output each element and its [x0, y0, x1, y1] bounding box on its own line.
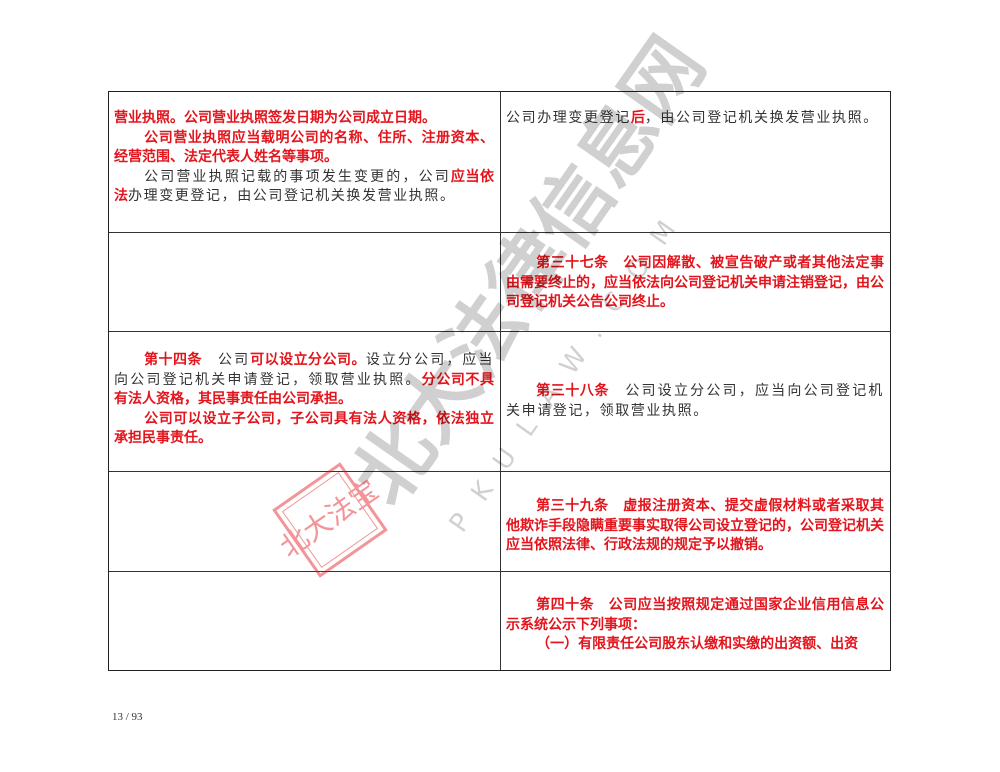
- unchanged-text: 办理变更登记，由公司登记机关换发营业执照。: [128, 188, 456, 204]
- paragraph: 公司可以设立子公司，子公司具有法人资格，依法独立承担民事责任。: [114, 410, 494, 449]
- changed-text: （一）有限责任公司股东认缴和实缴的出资额、出资: [536, 636, 859, 652]
- unchanged-text: 公司办理变更登记: [506, 110, 631, 126]
- old-law-cell: [109, 233, 501, 331]
- changed-text: 应当依法: [114, 168, 495, 205]
- changed-text: 可以设立分公司。: [250, 352, 366, 368]
- paragraph: 第三十八条 公司设立分公司，应当向公司登记机关申请登记，领取营业执照。: [506, 382, 884, 421]
- unchanged-text: 公司: [201, 352, 251, 368]
- comparison-table: 营业执照。公司营业执照签发日期为公司成立日期。公司营业执照应当载明公司的名称、住…: [108, 91, 891, 671]
- changed-text: 后: [630, 110, 645, 126]
- table-row: 第三十九条 虚报注册资本、提交虚假材料或者采取其他欺诈手段隐瞒重要事实取得公司设…: [109, 471, 890, 571]
- old-law-cell: 营业执照。公司营业执照签发日期为公司成立日期。公司营业执照应当载明公司的名称、住…: [109, 92, 501, 232]
- changed-text: 公司可以设立子公司，子公司具有法人资格，依法独立承担民事责任。: [114, 410, 494, 447]
- paragraph: （一）有限责任公司股东认缴和实缴的出资额、出资: [506, 635, 884, 655]
- paragraph: 第四十条 公司应当按照规定通过国家企业信用信息公示系统公示下列事项：: [506, 596, 884, 635]
- new-law-cell: 公司办理变更登记后，由公司登记机关换发营业执照。: [501, 92, 890, 232]
- paragraph: 公司营业执照记载的事项发生变更的，公司应当依法办理变更登记，由公司登记机关换发营…: [114, 168, 494, 207]
- new-law-cell: 第三十七条 公司因解散、被宣告破产或者其他法定事由需要终止的，应当依法向公司登记…: [501, 233, 890, 331]
- unchanged-text: ，由公司登记机关换发营业执照。: [644, 110, 879, 126]
- paragraph: 营业执照。公司营业执照签发日期为公司成立日期。: [114, 109, 494, 129]
- table-row: 营业执照。公司营业执照签发日期为公司成立日期。公司营业执照应当载明公司的名称、住…: [109, 92, 890, 232]
- new-law-cell: 第四十条 公司应当按照规定通过国家企业信用信息公示系统公示下列事项： （一）有限责…: [501, 572, 890, 670]
- paragraph: 第三十七条 公司因解散、被宣告破产或者其他法定事由需要终止的，应当依法向公司登记…: [506, 254, 884, 313]
- new-law-cell: 第三十八条 公司设立分公司，应当向公司登记机关申请登记，领取营业执照。: [501, 332, 890, 471]
- unchanged-text: 公司设立分公司，应当向公司登记机关申请登记，领取营业执照。: [506, 383, 885, 419]
- changed-text: 第三十九条 虚报注册资本、提交虚假材料或者采取其他欺诈手段隐瞒重要事实取得公司设…: [506, 498, 884, 553]
- changed-text: 第十四条: [144, 352, 202, 368]
- old-law-cell: [109, 572, 501, 670]
- new-law-cell: 第三十九条 虚报注册资本、提交虚假材料或者采取其他欺诈手段隐瞒重要事实取得公司设…: [501, 472, 890, 571]
- table-row: 第十四条 公司可以设立分公司。设立分公司，应当向公司登记机关申请登记，领取营业执…: [109, 331, 890, 471]
- changed-text: 公司营业执照应当载明公司的名称、住所、注册资本、经营范围、法定代表人姓名等事项。: [114, 129, 494, 166]
- paragraph: 公司营业执照应当载明公司的名称、住所、注册资本、经营范围、法定代表人姓名等事项。: [114, 129, 494, 168]
- changed-text: 第三十八条: [536, 383, 610, 399]
- unchanged-text: 设立分公司，应当向公司登记机关申请登记，领取营业执照。: [114, 352, 494, 388]
- changed-text: 分公司不具有法人资格，其民事责任由公司承担。: [114, 371, 495, 408]
- paragraph: 公司办理变更登记后，由公司登记机关换发营业执照。: [506, 109, 884, 129]
- old-law-cell: 第十四条 公司可以设立分公司。设立分公司，应当向公司登记机关申请登记，领取营业执…: [109, 332, 501, 471]
- old-law-cell: [109, 472, 501, 571]
- table-row: 第三十七条 公司因解散、被宣告破产或者其他法定事由需要终止的，应当依法向公司登记…: [109, 232, 890, 331]
- changed-text: 营业执照。公司营业执照签发日期为公司成立日期。: [114, 110, 436, 126]
- changed-text: 第四十条 公司应当按照规定通过国家企业信用信息公示系统公示下列事项：: [506, 597, 884, 633]
- page-number: 13 / 93: [112, 711, 143, 723]
- table-row: 第四十条 公司应当按照规定通过国家企业信用信息公示系统公示下列事项： （一）有限责…: [109, 571, 890, 670]
- paragraph: 第十四条 公司可以设立分公司。设立分公司，应当向公司登记机关申请登记，领取营业执…: [114, 351, 494, 410]
- changed-text: 第三十七条 公司因解散、被宣告破产或者其他法定事由需要终止的，应当依法向公司登记…: [506, 255, 884, 310]
- unchanged-text: 公司营业执照记载的事项发生变更的，公司: [144, 168, 451, 185]
- paragraph: 第三十九条 虚报注册资本、提交虚假材料或者采取其他欺诈手段隐瞒重要事实取得公司设…: [506, 497, 884, 556]
